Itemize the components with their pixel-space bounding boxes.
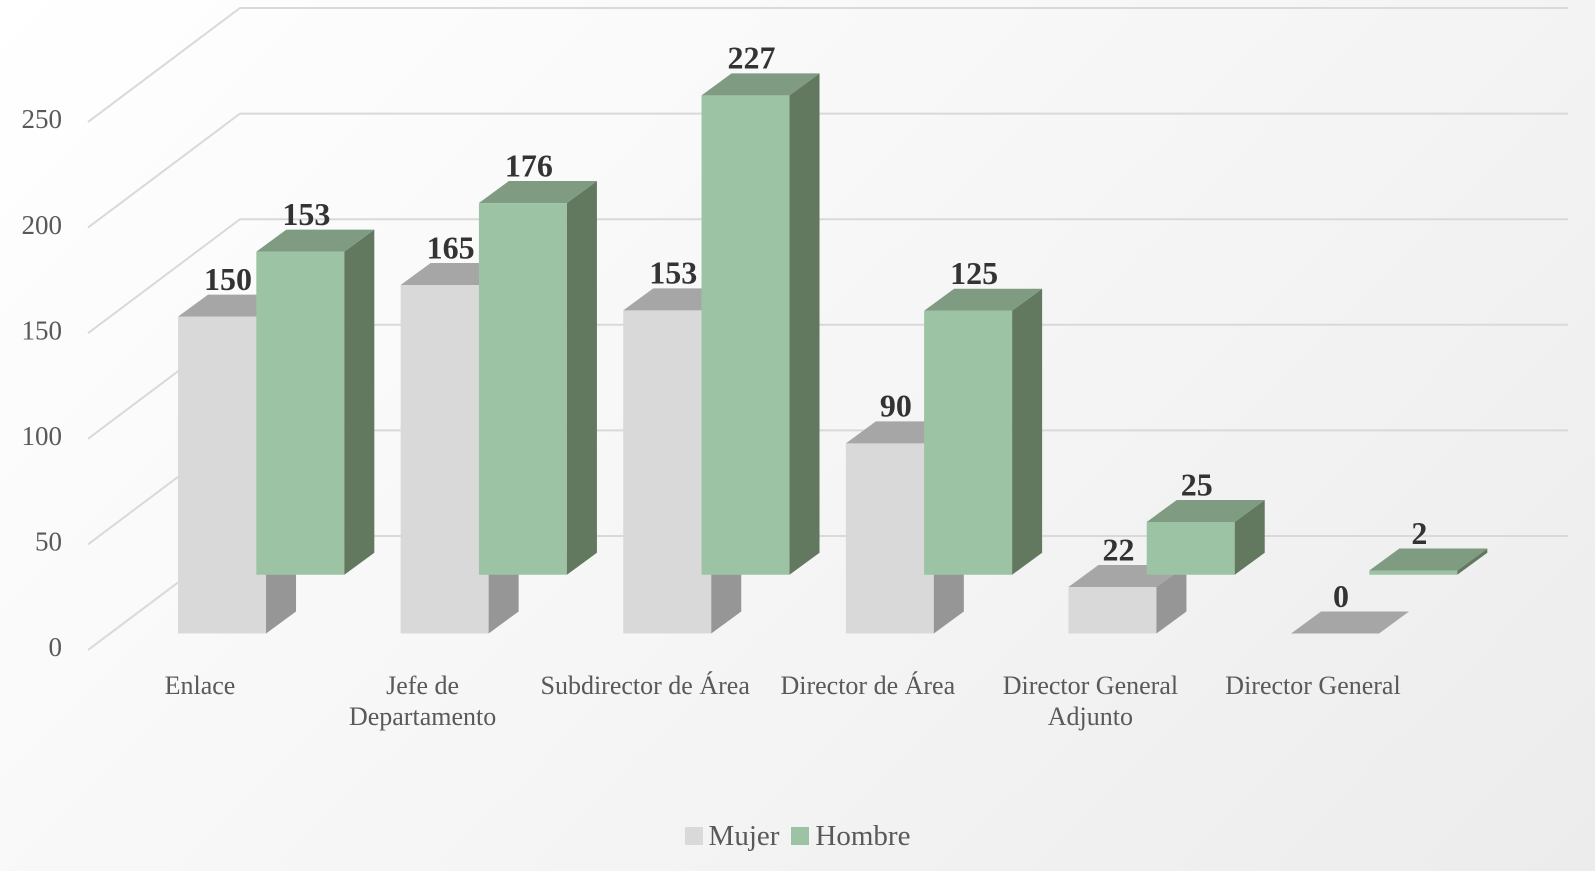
legend-label: Mujer — [708, 820, 780, 852]
legend-swatch — [791, 827, 810, 845]
value-label: 176 — [505, 147, 553, 183]
bar-side — [1012, 288, 1043, 575]
value-label: 0 — [1333, 578, 1349, 614]
bar-front — [623, 310, 712, 634]
bar-front — [1068, 587, 1157, 634]
bar — [1146, 499, 1265, 575]
x-tick-label: Director General — [1225, 671, 1401, 700]
bar-front — [400, 284, 489, 634]
bar — [1369, 548, 1488, 575]
bar-top — [924, 288, 1043, 311]
value-label: 90 — [880, 388, 912, 424]
bar — [1068, 565, 1187, 634]
grid-line — [87, 218, 1568, 335]
legend-item: Hombre — [791, 820, 910, 852]
legend: Mujer Hombre — [0, 820, 1595, 853]
value-label: 153 — [649, 255, 697, 291]
y-tick-label: 250 — [22, 104, 63, 134]
y-tick-label: 50 — [35, 527, 62, 557]
value-label: 2 — [1411, 515, 1427, 551]
value-label: 153 — [282, 196, 330, 232]
value-label: 125 — [950, 255, 998, 291]
value-label: 165 — [427, 229, 475, 265]
x-tick-label: Director General Adjunto — [1002, 671, 1179, 731]
legend-label: Hombre — [815, 820, 911, 852]
y-tick-label: 200 — [22, 210, 63, 240]
bar-side — [789, 73, 820, 575]
value-label: 25 — [1181, 466, 1213, 502]
bar — [478, 181, 597, 575]
x-tick-label: Subdirector de Área — [540, 671, 750, 700]
y-tick-label: 100 — [22, 421, 63, 451]
bar-top — [1146, 499, 1265, 522]
grid-line — [87, 112, 1568, 229]
legend-swatch — [684, 827, 703, 845]
value-label: 22 — [1102, 531, 1134, 567]
bar — [701, 73, 820, 575]
bar-side — [344, 229, 375, 575]
value-label: 227 — [728, 40, 776, 76]
y-tick-label: 150 — [22, 315, 63, 345]
bar-side — [566, 181, 597, 575]
bar-side — [1457, 548, 1488, 575]
bar-front — [1146, 521, 1235, 575]
grid-line — [87, 7, 1568, 123]
bar-front — [478, 203, 567, 575]
bar — [256, 229, 375, 575]
bar-top — [1291, 611, 1410, 634]
bar-front — [178, 316, 267, 634]
y-tick-label: 0 — [49, 632, 63, 662]
bar-top — [701, 73, 820, 96]
bar — [924, 288, 1043, 575]
bar-front — [845, 443, 934, 634]
bar-top — [1369, 548, 1488, 571]
bar-side — [1156, 565, 1187, 634]
legend-item: Mujer — [684, 820, 780, 852]
x-tick-label: Jefe de Departamento — [348, 671, 497, 731]
bar-front — [256, 251, 345, 575]
value-label: 150 — [204, 261, 252, 297]
bar-top — [256, 229, 375, 252]
bar — [1291, 611, 1410, 634]
x-tick-label: Director de Área — [780, 671, 956, 700]
bar-top — [478, 181, 597, 204]
x-tick-label: Enlace — [164, 671, 236, 700]
bar-side — [1234, 499, 1265, 575]
bar-front — [701, 95, 790, 575]
bar-front — [1369, 570, 1458, 575]
bar-front — [924, 310, 1013, 575]
